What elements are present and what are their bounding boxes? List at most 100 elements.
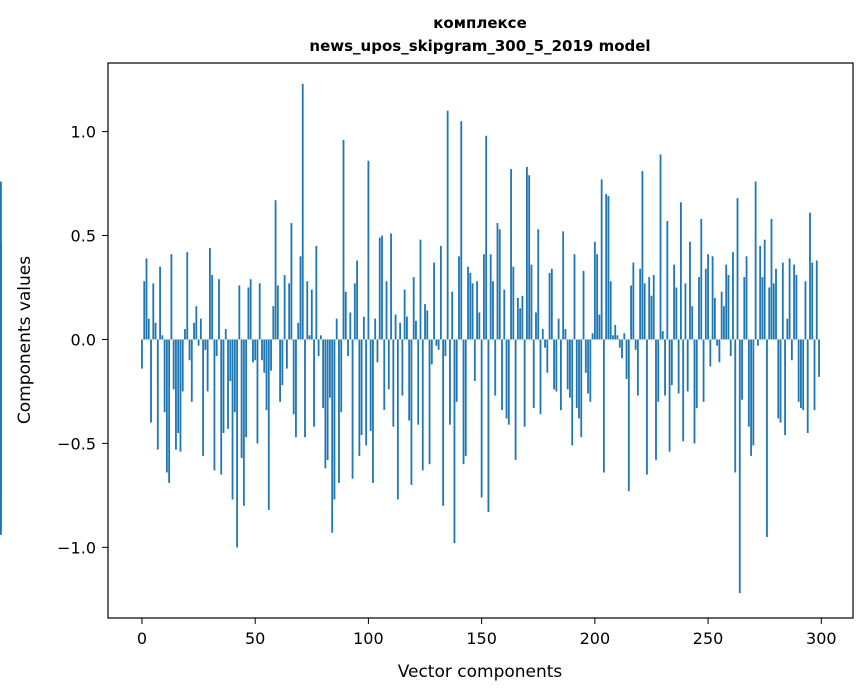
bar [233, 339, 236, 413]
bar [768, 287, 771, 340]
bar [775, 268, 777, 340]
bar [378, 237, 381, 340]
bar [360, 339, 363, 436]
bar [539, 339, 542, 415]
bar [356, 260, 358, 340]
bar [304, 339, 306, 438]
bar [213, 339, 216, 471]
bar [469, 272, 472, 340]
bar [544, 339, 546, 348]
bar [648, 277, 651, 340]
bar [263, 339, 266, 373]
bar [503, 289, 506, 340]
bar [222, 339, 225, 433]
bar [476, 281, 479, 340]
bar [528, 175, 531, 340]
bar [172, 339, 175, 390]
bar [218, 279, 220, 340]
bar [489, 254, 492, 340]
bar [777, 339, 780, 419]
bar [195, 306, 198, 340]
bar [220, 339, 223, 475]
bar [285, 339, 288, 369]
bar [211, 275, 214, 340]
bar [630, 285, 632, 340]
bar [188, 339, 191, 361]
bar [494, 339, 497, 396]
bar [600, 179, 603, 340]
x-tick-label: 100 [353, 629, 384, 648]
bar [809, 212, 811, 340]
bar [376, 339, 379, 363]
bar [559, 339, 562, 411]
bar [247, 287, 250, 340]
bar [573, 254, 576, 340]
bar [507, 339, 510, 425]
y-tick-label: 0.5 [71, 227, 96, 246]
bar [693, 339, 696, 444]
bar [165, 339, 168, 473]
bar [546, 339, 549, 373]
bar [487, 339, 490, 512]
bar [553, 339, 555, 390]
bar [347, 339, 349, 357]
bar [444, 339, 447, 357]
bar [521, 295, 524, 340]
bar [381, 235, 383, 340]
bar [790, 339, 793, 361]
bar [727, 275, 730, 340]
bar [655, 339, 657, 461]
bar [322, 339, 325, 409]
bar [618, 339, 621, 348]
bar [589, 339, 592, 402]
bar [752, 339, 755, 446]
bar [804, 281, 807, 340]
bar [238, 285, 241, 340]
bar [523, 339, 526, 427]
bar [156, 339, 159, 450]
bar [390, 233, 392, 340]
bar [641, 171, 644, 340]
bar [800, 339, 802, 409]
bar [204, 339, 207, 350]
bar [802, 339, 805, 411]
bar [319, 335, 322, 340]
bar [315, 245, 318, 340]
bar [815, 260, 818, 340]
bar [331, 339, 334, 533]
bar [623, 333, 626, 340]
bar [258, 283, 261, 340]
bar [643, 283, 646, 340]
bar [478, 312, 481, 340]
bar [569, 339, 571, 398]
bar [664, 339, 666, 396]
bar [333, 339, 336, 500]
bar [514, 339, 517, 461]
bar [636, 339, 639, 396]
bar [335, 318, 338, 340]
bar [603, 339, 605, 473]
bar [329, 339, 331, 398]
bar [150, 339, 152, 423]
bar [734, 339, 737, 473]
bar [208, 248, 211, 340]
bar [668, 339, 671, 452]
bar [449, 339, 451, 425]
bar [666, 220, 669, 340]
bar [310, 289, 313, 340]
bar [261, 339, 263, 361]
bar [190, 339, 193, 402]
bar [736, 198, 739, 340]
bar [747, 339, 750, 427]
bar [245, 339, 248, 438]
plot-frame [107, 62, 854, 619]
bar [795, 275, 798, 340]
bar [566, 339, 569, 390]
bar [707, 254, 709, 340]
bar [163, 339, 166, 413]
bar [428, 339, 431, 465]
bar [227, 339, 229, 429]
bar [306, 281, 309, 340]
bar [349, 312, 352, 340]
